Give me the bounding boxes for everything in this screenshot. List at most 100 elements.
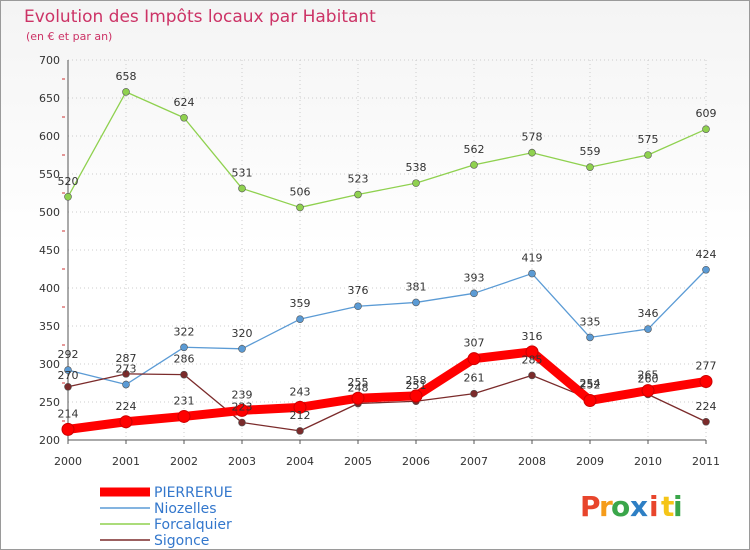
y-tick-label: 200 [39, 434, 60, 447]
data-point [122, 88, 130, 96]
data-label: 559 [580, 145, 601, 158]
series-group [61, 88, 713, 436]
data-point [354, 190, 362, 199]
chart-title: Evolution des Impôts locaux par Habitant [24, 7, 376, 27]
data-point [293, 400, 307, 414]
logo-letter: i [673, 490, 683, 523]
data-label: 658 [116, 70, 137, 83]
data-point [586, 333, 594, 342]
data-point [351, 391, 365, 405]
data-label: 258 [406, 374, 427, 387]
data-label: 243 [290, 385, 311, 398]
data-point [354, 302, 362, 311]
data-label: 624 [174, 96, 195, 109]
data-point [180, 370, 188, 379]
data-point [122, 380, 130, 389]
data-label: 273 [116, 363, 137, 376]
data-label: 224 [116, 400, 137, 413]
x-tick-label: 2001 [112, 455, 140, 468]
data-point [296, 203, 304, 212]
data-point [238, 184, 246, 193]
series-line-pierrerue [63, 347, 711, 434]
data-label: 335 [580, 315, 601, 328]
legend-label-sigonce: Sigonce [154, 533, 209, 549]
y-tick-label: 400 [39, 282, 60, 295]
data-label: 307 [464, 337, 485, 350]
series-line-forcalquier [67, 91, 707, 209]
data-point [64, 193, 72, 201]
data-label: 252 [580, 378, 601, 391]
data-point [702, 125, 710, 133]
data-label: 224 [696, 400, 717, 413]
data-label: 393 [464, 271, 485, 284]
data-label: 251 [406, 379, 427, 392]
data-point [470, 289, 478, 298]
x-tick-label: 2004 [286, 455, 314, 468]
data-label: 562 [464, 143, 485, 156]
data-point [238, 344, 246, 353]
data-point [702, 417, 710, 426]
y-tick-label: 250 [39, 396, 60, 409]
data-point [528, 148, 536, 157]
y-tick-label: 650 [39, 92, 60, 105]
data-label: 575 [638, 133, 659, 146]
legend-label-niozelles: Niozelles [154, 501, 217, 517]
logo-letter: o [611, 490, 630, 523]
data-label: 239 [232, 388, 253, 401]
data-label: 254 [580, 377, 601, 390]
data-point [467, 352, 481, 366]
chart-subtitle: (en € et par an) [26, 30, 112, 43]
data-label: 214 [58, 407, 79, 420]
x-tick-label: 2006 [402, 455, 430, 468]
data-point [528, 269, 536, 278]
data-point [412, 298, 420, 307]
x-tick-label: 2011 [692, 455, 720, 468]
data-point [296, 315, 304, 323]
logo-letter: x [630, 490, 648, 523]
data-label: 270 [58, 369, 79, 382]
axes: 200 250 300 350 400 450 500 550 600 650 700 2000 200… [39, 54, 720, 468]
data-label: 261 [464, 372, 485, 385]
logo-letter: r [599, 490, 613, 523]
data-label: 520 [58, 175, 79, 188]
data-point [470, 389, 478, 398]
data-point [119, 415, 133, 429]
y-tick-label: 500 [39, 206, 60, 219]
y-tick-label: 300 [39, 358, 60, 371]
legend-label-pierrerue: PIERRERUE [154, 485, 233, 501]
data-point [525, 345, 539, 359]
x-tick-label: 2007 [460, 455, 488, 468]
data-point [644, 151, 652, 159]
data-label: 223 [232, 401, 253, 414]
y-tick-label: 600 [39, 130, 60, 143]
logo-letter: P [580, 490, 601, 523]
data-point [122, 370, 130, 378]
data-label: 287 [116, 352, 137, 365]
data-label: 578 [522, 131, 543, 144]
x-tick-label: 2003 [228, 455, 256, 468]
x-tick-label: 2005 [344, 455, 372, 468]
y-tick-label: 700 [39, 54, 60, 67]
data-label: 231 [174, 394, 195, 407]
data-label: 381 [406, 280, 427, 293]
x-tick-label: 2000 [54, 455, 82, 468]
logo-letter: t [661, 490, 674, 523]
logo-letter: i [649, 490, 659, 523]
data-label: 292 [58, 348, 79, 361]
data-point [409, 389, 423, 403]
data-point [296, 427, 304, 435]
y-tick-label: 350 [39, 320, 60, 333]
data-label: 346 [638, 307, 659, 320]
data-label: 286 [174, 353, 195, 366]
data-point [64, 366, 72, 374]
data-label: 376 [348, 284, 369, 297]
data-point [412, 179, 420, 187]
data-label: 260 [638, 372, 659, 385]
y-tick-label: 450 [39, 244, 60, 257]
data-point [235, 403, 249, 417]
data-point [702, 265, 710, 274]
data-point [641, 384, 655, 398]
data-label: 609 [696, 107, 717, 120]
